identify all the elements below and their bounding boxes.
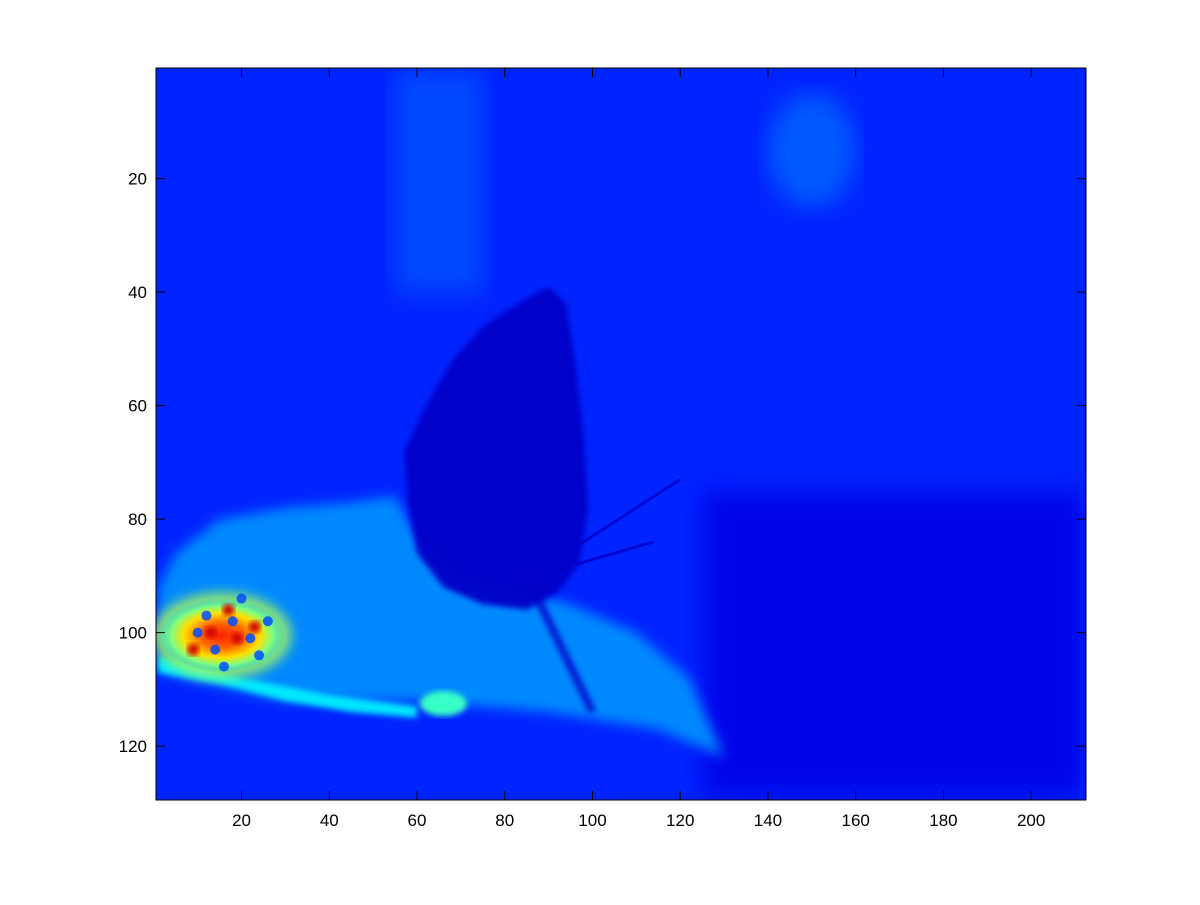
region-hot-blob-speckle: [245, 633, 256, 644]
region-stem-spot: [419, 691, 467, 717]
region-hot-blob-peak: [248, 620, 261, 633]
region-hot-blob: [158, 598, 286, 673]
region-hot-blob-peak: [187, 643, 200, 656]
heatmap-regions: [156, 70, 1084, 798]
region-stem-streak: [158, 655, 417, 718]
x-tick-label: 180: [929, 811, 957, 830]
x-tick-label: 20: [232, 811, 251, 830]
region-butterfly-antenna: [574, 540, 655, 566]
y-tick-label: 80: [128, 510, 147, 529]
region-hot-blob-peak: [231, 632, 244, 645]
region-hot-blob-speckle: [218, 661, 229, 672]
y-tick-label: 20: [128, 170, 147, 189]
x-tick-label: 80: [495, 811, 514, 830]
region-hot-blob-speckle: [227, 616, 238, 627]
region-hot-blob-speckle: [201, 610, 212, 621]
x-tick-label: 200: [1017, 811, 1045, 830]
y-tick-label: 60: [128, 397, 147, 416]
region-dark-band-lower-right: [702, 490, 1084, 798]
axes-frame: [155, 67, 1087, 801]
region-hot-blob-speckle: [210, 644, 221, 655]
y-tick-label: 120: [119, 737, 147, 756]
x-tick-label: 140: [754, 811, 782, 830]
y-tick-label: 100: [119, 624, 147, 643]
y-tick-label: 40: [128, 283, 147, 302]
x-axis: 20 40 60 80 100 120 140 160 180 200: [232, 68, 1045, 830]
x-tick-label: 120: [666, 811, 694, 830]
region-butterfly: [403, 286, 589, 610]
x-tick-label: 60: [408, 811, 427, 830]
y-axis: 20 40 60 80 100 120: [119, 170, 1086, 756]
region-butterfly-body: [523, 574, 597, 714]
region-hot-blob-speckle: [192, 627, 203, 638]
region-butterfly-antenna: [574, 478, 682, 549]
x-tick-label: 160: [842, 811, 870, 830]
region-hot-blob-peak: [204, 626, 217, 639]
x-tick-label: 100: [578, 811, 606, 830]
region-bright-bar-upper: [395, 70, 483, 293]
x-tick-label: 40: [320, 811, 339, 830]
region-hot-blob-speckle: [236, 593, 247, 604]
region-hot-blob-peak: [222, 603, 235, 616]
region-bright-patch-top-right: [767, 93, 856, 208]
region-hot-blob-speckle: [262, 616, 273, 627]
region-hot-blob-speckle: [254, 650, 265, 661]
